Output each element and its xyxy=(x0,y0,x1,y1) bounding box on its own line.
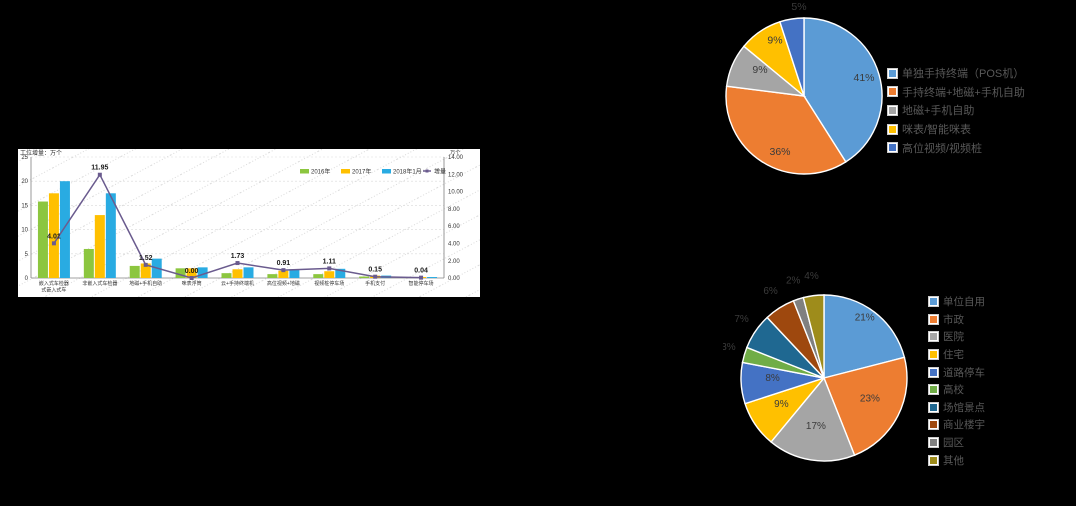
svg-text:10.00: 10.00 xyxy=(448,190,464,196)
svg-text:式嵌入式车: 式嵌入式车 xyxy=(41,287,66,294)
svg-text:0.15: 0.15 xyxy=(368,267,382,274)
svg-text:1.73: 1.73 xyxy=(231,253,245,260)
svg-text:非嵌入式车检器: 非嵌入式车检器 xyxy=(82,280,117,287)
svg-text:高位视频+地磁: 高位视频+地磁 xyxy=(267,280,300,287)
svg-text:手机支付: 手机支付 xyxy=(365,280,385,287)
svg-text:2017年: 2017年 xyxy=(352,168,371,176)
svg-text:4.00: 4.00 xyxy=(448,242,460,248)
svg-text:20: 20 xyxy=(21,179,28,185)
svg-text:0.91: 0.91 xyxy=(277,260,291,267)
svg-text:5%: 5% xyxy=(791,1,806,13)
svg-text:0.00: 0.00 xyxy=(185,268,199,275)
svg-text:2%: 2% xyxy=(785,275,800,286)
svg-text:增量: 增量 xyxy=(434,168,446,176)
svg-text:2016年: 2016年 xyxy=(311,168,330,176)
svg-text:嵌入式车检器: 嵌入式车检器 xyxy=(39,280,69,287)
svg-text:3%: 3% xyxy=(723,342,736,353)
svg-text:9%: 9% xyxy=(752,64,767,76)
svg-text:7%: 7% xyxy=(734,314,749,325)
svg-text:地磁+手机自助: 地磁+手机自助 xyxy=(129,280,162,287)
svg-text:36%: 36% xyxy=(769,146,790,158)
svg-text:11.95: 11.95 xyxy=(91,165,108,172)
svg-text:10: 10 xyxy=(21,228,28,234)
svg-text:1.52: 1.52 xyxy=(139,255,153,262)
svg-text:万个: 万个 xyxy=(450,149,461,156)
svg-text:0.00: 0.00 xyxy=(448,276,460,282)
svg-text:9%: 9% xyxy=(774,398,789,409)
svg-text:2.00: 2.00 xyxy=(448,259,460,265)
svg-text:6%: 6% xyxy=(763,285,778,296)
svg-text:4.01: 4.01 xyxy=(47,233,61,240)
svg-text:2018年1月: 2018年1月 xyxy=(393,168,422,176)
svg-text:6.00: 6.00 xyxy=(448,224,460,230)
svg-text:8%: 8% xyxy=(765,373,780,384)
svg-text:21%: 21% xyxy=(854,312,874,323)
svg-text:智能停车场: 智能停车场 xyxy=(409,280,434,287)
svg-text:17%: 17% xyxy=(805,420,825,431)
svg-text:工位增量：万个: 工位增量：万个 xyxy=(20,149,62,157)
svg-text:4%: 4% xyxy=(804,271,819,282)
svg-text:12.00: 12.00 xyxy=(448,172,464,178)
svg-text:1.11: 1.11 xyxy=(323,258,336,265)
svg-text:视频桩停车场: 视频桩停车场 xyxy=(314,280,344,287)
svg-text:9%: 9% xyxy=(767,35,782,47)
svg-text:0.04: 0.04 xyxy=(414,268,428,275)
svg-text:8.00: 8.00 xyxy=(448,207,460,213)
svg-text:15: 15 xyxy=(21,203,28,209)
svg-text:云+手持终端机: 云+手持终端机 xyxy=(221,280,254,287)
svg-text:23%: 23% xyxy=(859,393,879,404)
svg-text:咪表浮筒: 咪表浮筒 xyxy=(182,280,202,287)
svg-text:41%: 41% xyxy=(853,72,874,84)
